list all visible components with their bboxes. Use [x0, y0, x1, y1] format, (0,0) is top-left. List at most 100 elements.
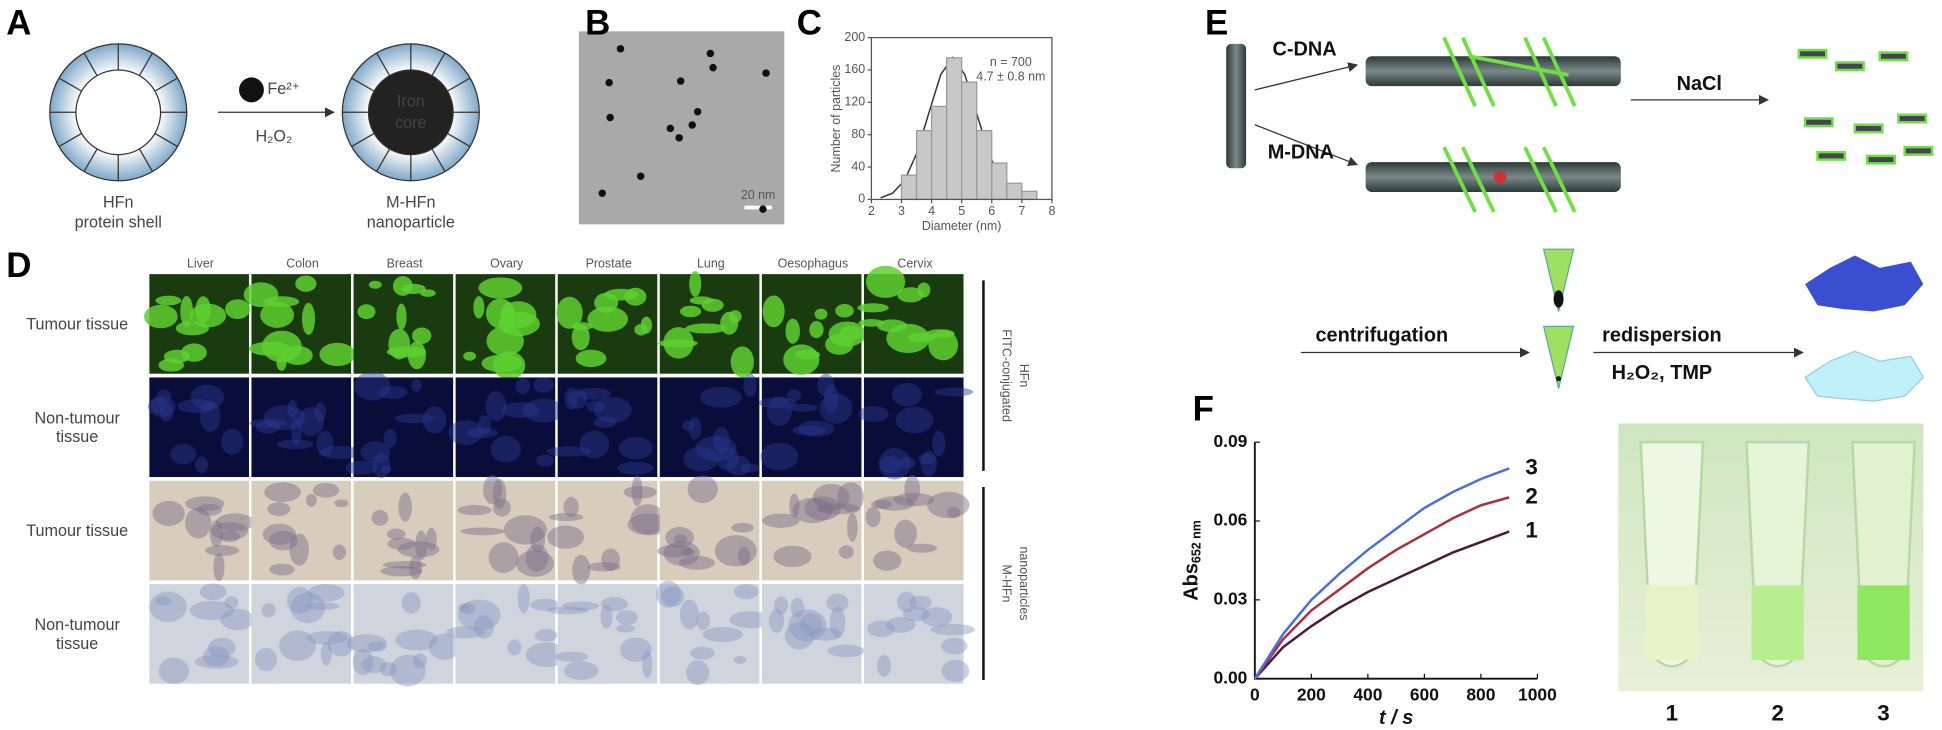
tissue-texture — [155, 295, 182, 306]
petal-edge — [376, 52, 391, 76]
tissue-texture — [885, 617, 916, 633]
tissue-texture — [425, 527, 437, 551]
tissue-texture — [681, 548, 695, 557]
tissue-image — [353, 584, 454, 684]
tissue-texture — [930, 623, 976, 636]
panel-label: E — [1205, 3, 1228, 42]
tissue-texture — [401, 592, 421, 614]
tissue-texture — [380, 465, 392, 474]
tissue-texture — [642, 649, 653, 679]
tissue-texture — [516, 550, 555, 577]
x-axis-label: t / s — [1379, 707, 1413, 729]
tissue-texture — [395, 413, 435, 424]
tissue-texture — [500, 301, 537, 329]
dna — [1442, 146, 1577, 213]
tissue-texture — [352, 648, 374, 676]
y-tick-label: 40 — [851, 159, 865, 173]
tissue-texture — [501, 401, 540, 418]
tissue-texture — [904, 474, 921, 504]
tissue-texture — [737, 546, 751, 566]
tissue-texture — [819, 393, 853, 424]
tissue-texture — [678, 555, 715, 570]
tissue-texture — [579, 430, 610, 459]
panel-label: F — [1193, 389, 1214, 428]
tissue-texture — [189, 600, 235, 621]
tissue-image — [863, 480, 964, 581]
tissue-texture — [794, 349, 821, 360]
tissue-texture — [546, 606, 589, 615]
tissue-texture — [194, 654, 239, 669]
tissue-image — [455, 377, 556, 478]
y-tick-label: 160 — [844, 62, 865, 76]
group-label: FITC-conjugated — [1000, 329, 1014, 422]
tissue-texture — [941, 637, 968, 655]
tissue-texture — [696, 611, 711, 631]
bar — [991, 162, 1008, 201]
tissue-texture — [290, 592, 326, 624]
group-label: M-HFn — [1000, 564, 1014, 602]
tissue-texture — [792, 425, 827, 436]
tissue-texture — [661, 586, 685, 607]
tissue-texture — [680, 305, 702, 318]
tissue-image — [251, 377, 352, 478]
tissue-texture — [731, 522, 754, 533]
pellet — [1553, 290, 1564, 308]
tissue-image — [149, 377, 249, 478]
tissue-texture — [319, 445, 362, 460]
tissue-texture — [149, 591, 187, 623]
tissue-texture — [838, 545, 854, 559]
x-tick-label: 0 — [1250, 685, 1260, 705]
tissue-texture — [729, 611, 772, 629]
x-tick-label: 600 — [1410, 685, 1439, 705]
tissue-texture — [934, 387, 974, 397]
tissue-texture — [492, 478, 507, 510]
petal-edge — [447, 132, 471, 148]
tissue-image — [659, 584, 760, 684]
tissue-texture — [189, 303, 227, 328]
tissue-texture — [787, 389, 802, 402]
x-tick-label: 3 — [898, 204, 905, 218]
tissue-texture — [878, 447, 911, 480]
tissue-texture — [918, 453, 936, 465]
tissue-texture — [360, 441, 391, 464]
particle — [636, 172, 645, 180]
tissue-texture — [785, 318, 801, 344]
tissue-texture — [368, 280, 382, 289]
tissue-texture — [728, 310, 742, 323]
label: Iron — [397, 93, 425, 111]
series-line — [1253, 467, 1510, 680]
series-line — [1253, 530, 1510, 680]
tissue-texture — [408, 556, 423, 580]
tissue-texture — [630, 504, 666, 535]
annotation: n = 700 — [990, 55, 1032, 69]
tissue-texture — [686, 660, 710, 686]
tissue-texture — [371, 510, 389, 526]
tissue-image — [557, 584, 658, 684]
tissue-texture — [817, 503, 861, 515]
row-label: tissue — [56, 635, 98, 653]
tissue-texture — [180, 295, 193, 327]
label: 20 nm — [741, 188, 776, 202]
y-tick-label: 200 — [844, 30, 865, 44]
tissue-image — [455, 480, 556, 581]
tissue-texture — [415, 530, 428, 561]
tissue-texture — [332, 544, 347, 560]
tissue-texture — [663, 541, 700, 566]
x-tick-label: 7 — [1018, 204, 1025, 218]
tissue-texture — [319, 342, 356, 367]
tissue-texture — [158, 657, 190, 685]
tissue-texture — [397, 541, 440, 558]
label: protein shell — [75, 213, 162, 231]
tissue-texture — [254, 647, 278, 672]
bar — [976, 130, 993, 201]
y-tick-label: 0.03 — [1213, 588, 1247, 608]
tissue-texture — [571, 324, 590, 351]
scale-bar — [744, 205, 772, 210]
blue-solution — [1805, 255, 1924, 312]
petal-edge — [154, 132, 178, 148]
petal-edge — [138, 148, 154, 172]
petal-edge — [431, 148, 446, 172]
tissue-texture — [395, 629, 438, 651]
tissue-texture — [767, 396, 792, 427]
